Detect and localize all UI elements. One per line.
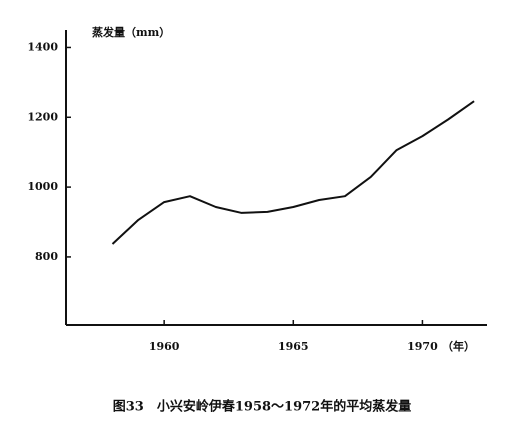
- y-tick-label: 800: [35, 250, 58, 263]
- y-tick-label: 1000: [27, 180, 58, 193]
- y-axis-label: 蒸发量（mm）: [92, 25, 170, 39]
- data-line: [111, 100, 475, 245]
- y-tick-label: 1400: [27, 40, 58, 53]
- x-tick-label: 1970: [407, 340, 438, 353]
- x-tick-label: 1960: [149, 340, 180, 353]
- x-tick-label: 1965: [278, 340, 309, 353]
- caption: 图33 小兴安岭伊春1958～1972年的平均蒸发量: [113, 399, 411, 415]
- y-tick-label: 1200: [27, 110, 58, 123]
- x-axis-unit: （年）: [442, 339, 475, 353]
